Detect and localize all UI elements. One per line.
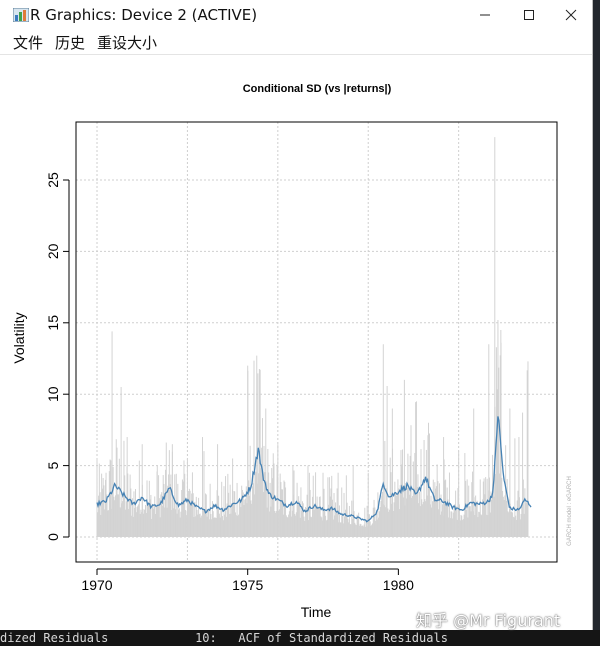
y-tick-label: 10 <box>45 386 61 402</box>
menu-item-history[interactable]: 历史 <box>55 34 86 52</box>
abs-returns-series <box>96 137 529 537</box>
title-bar[interactable]: R Graphics: Device 2 (ACTIVE) <box>0 0 592 30</box>
y-tick-label: 0 <box>45 533 61 541</box>
close-icon <box>565 9 577 21</box>
plot-area: Conditional SD (vs |returns|) 1970 1975 19… <box>0 55 592 630</box>
r-graphics-window: R Graphics: Device 2 (ACTIVE) 文件 历史 重设大小… <box>0 0 593 630</box>
chart-title: Conditional SD (vs |returns|) <box>243 83 392 95</box>
background-right-edge <box>592 0 600 646</box>
watermark: 知乎 @Mr Figurant <box>416 611 561 630</box>
maximize-icon <box>524 10 534 20</box>
y-axis-label: Volatility <box>11 312 27 363</box>
x-tick-label: 1980 <box>383 577 414 593</box>
menu-item-file[interactable]: 文件 <box>13 34 44 52</box>
x-axis-label: Time <box>301 604 332 620</box>
x-tick-label: 1975 <box>232 577 263 593</box>
plot-frame <box>75 121 558 563</box>
volatility-chart: Conditional SD (vs |returns|) 1970 1975 19… <box>11 83 573 620</box>
axes: 1970 1975 1980 0 5 10 15 20 25 <box>45 172 414 593</box>
window-title: R Graphics: Device 2 (ACTIVE) <box>30 6 258 24</box>
menu-item-resize[interactable]: 重设大小 <box>97 34 158 52</box>
y-tick-label: 20 <box>45 243 61 259</box>
x-tick-label: 1970 <box>81 577 112 593</box>
background-console-line: dized Residuals 10: ACF of Standardized … <box>0 630 600 646</box>
model-side-text: GARCH model : eGARCH <box>567 476 573 546</box>
conditional-sd-line <box>96 416 532 523</box>
minimize-button[interactable] <box>463 0 507 30</box>
menu-bar: 文件 历史 重设大小 <box>0 30 592 55</box>
minimize-icon <box>480 14 490 16</box>
y-tick-label: 5 <box>45 461 61 469</box>
r-graphics-app-icon <box>13 8 29 22</box>
y-tick-label: 25 <box>45 172 61 188</box>
close-button[interactable] <box>549 0 593 30</box>
maximize-button[interactable] <box>507 0 551 30</box>
y-tick-label: 15 <box>45 315 61 331</box>
